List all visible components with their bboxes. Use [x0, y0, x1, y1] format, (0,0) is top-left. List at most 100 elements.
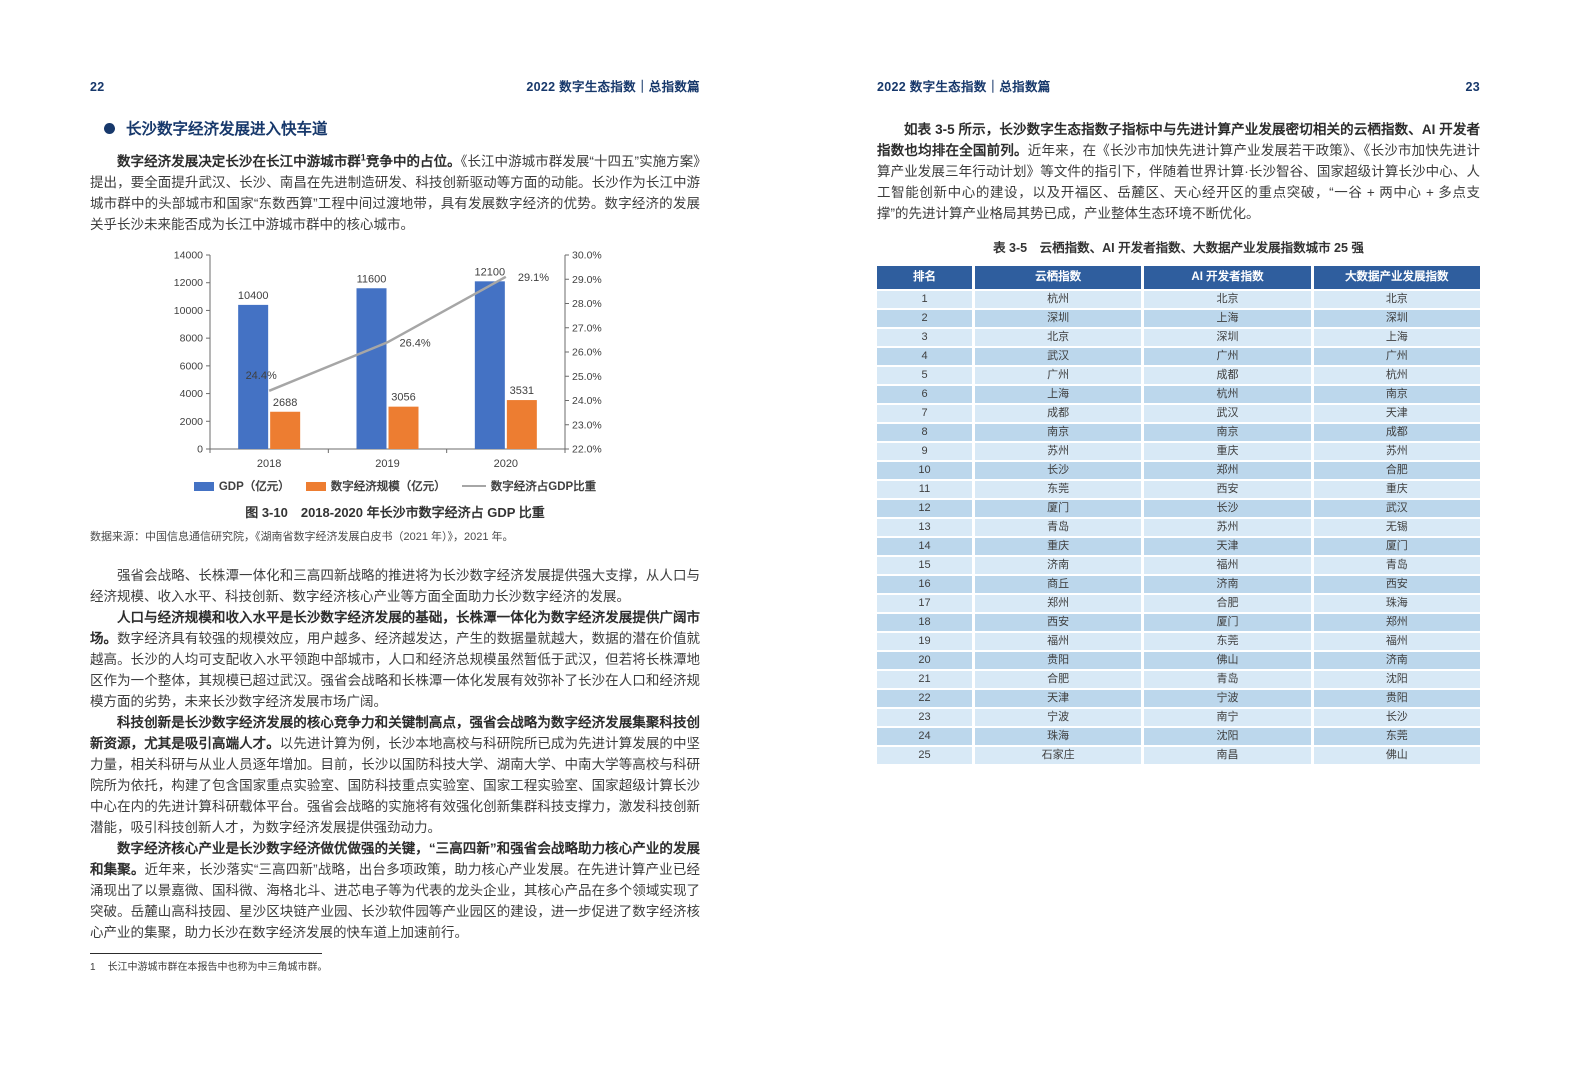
table-cell: 4 — [877, 347, 972, 365]
paragraph-table-intro: 如表 3-5 所示，长沙数字生态指数子指标中与先进计算产业发展密切相关的云栖指数… — [877, 119, 1480, 224]
table-cell: 郑州 — [975, 594, 1142, 612]
table-cell: 长沙 — [1313, 708, 1480, 726]
table-cell: 武汉 — [1313, 499, 1480, 517]
figure-source: 数据来源：中国信息通信研究院，《湖南省数字经济发展白皮书（2021 年）》，20… — [90, 531, 514, 543]
table-cell: 宁波 — [975, 708, 1142, 726]
table-cell: 厦门 — [975, 499, 1142, 517]
paragraph-3-lead: 人口与经济规模和收入水平是长沙数字经济发展的基础，长株潭一体化为数字经济发展提供… — [90, 610, 700, 646]
table-cell: 苏州 — [1144, 518, 1311, 536]
table-cell: 上海 — [1144, 309, 1311, 327]
figure-caption: 图 3-10 2018-2020 年长沙市数字经济占 GDP 比重 — [245, 505, 545, 520]
table-cell: 北京 — [975, 328, 1142, 346]
bar-gdp — [238, 304, 269, 449]
gdp-combo-chart: 0 2000 4000 6000 8000 10000 12000 14000 22.0% 23.… — [90, 245, 700, 473]
paragraph-1-lead-2: 竞争中的占位。 — [365, 154, 461, 169]
table-cell: 22 — [877, 689, 972, 707]
table-cell: 合肥 — [1144, 594, 1311, 612]
chart-legend: GDP（亿元） 数字经济规模（亿元） 数字经济占GDP比重 — [90, 478, 700, 494]
table-cell: 16 — [877, 575, 972, 593]
table-cell: 佛山 — [1144, 651, 1311, 669]
paragraph-1-body: 《长江中游城市群发展“十四五”实施方案》提出，要全面提升武汉、长沙、南昌在先进制… — [90, 154, 701, 232]
table-cell: 成都 — [1144, 366, 1311, 384]
table-cell: 东莞 — [1313, 727, 1480, 745]
table-cell: 苏州 — [975, 442, 1142, 460]
table-cell: 重庆 — [1313, 480, 1480, 498]
right-axis-label: 23.0% — [572, 419, 602, 431]
running-head: 2022 数字生态指数｜总指数篇 — [526, 80, 700, 94]
right-axis-label: 30.0% — [572, 250, 602, 262]
table-cell: 杭州 — [1313, 366, 1480, 384]
legend-label: 数字经济规模（亿元） — [330, 481, 446, 493]
running-head: 2022 数字生态指数｜总指数篇 — [877, 80, 1051, 94]
table-cell: 济南 — [1144, 575, 1311, 593]
table-cell: 广州 — [1313, 347, 1480, 365]
table-cell: 贵阳 — [975, 651, 1142, 669]
table-cell: 北京 — [1144, 290, 1311, 308]
right-axis-label: 24.0% — [572, 395, 602, 407]
table-cell: 珠海 — [1313, 594, 1480, 612]
share-line — [268, 275, 507, 392]
table-cell: 2 — [877, 309, 972, 327]
page-right: 2022 数字生态指数｜总指数篇 23 如表 3-5 所示，长沙数字生态指数子指… — [793, 0, 1587, 1077]
bar-gdp — [356, 288, 387, 449]
bar-value-label: 3056 — [391, 392, 415, 404]
paragraph-table-intro-lead: 如表 3-5 所示，长沙数字生态指数子指标中与先进计算产业发展密切相关的云栖指数… — [877, 122, 1480, 158]
table-cell: 1 — [877, 290, 972, 308]
table-cell: 杭州 — [975, 290, 1142, 308]
page-number: 23 — [1465, 80, 1480, 94]
table-cell: 郑州 — [1313, 613, 1480, 631]
left-axis-label: 10000 — [174, 305, 203, 317]
table-cell: 深圳 — [1313, 309, 1480, 327]
legend-line-swatch — [461, 484, 486, 488]
table-cell: 福州 — [1313, 632, 1480, 650]
legend-item: 数字经济规模（亿元） — [305, 478, 446, 494]
table-cell: 11 — [877, 480, 972, 498]
table-cell: 成都 — [1313, 423, 1480, 441]
footnote-marker: 1 — [90, 962, 96, 973]
footnote-divider — [90, 953, 322, 954]
table-cell: 合肥 — [975, 670, 1142, 688]
table-cell: 西安 — [1313, 575, 1480, 593]
table-cell: 无锡 — [1313, 518, 1480, 536]
paragraph-5-lead: 数字经济核心产业是长沙数字经济做优做强的关键，“三高四新”和强省会战略助力核心产… — [90, 841, 700, 877]
table-header-cell: 大数据产业发展指数 — [1313, 266, 1480, 289]
table-cell: 3 — [877, 328, 972, 346]
legend-bar-swatch — [193, 481, 214, 491]
table-cell: 武汉 — [1144, 404, 1311, 422]
footnote-ref: 1 — [360, 152, 366, 163]
bar-digital-economy — [388, 406, 419, 449]
table-cell: 重庆 — [1144, 442, 1311, 460]
left-axis-label: 12000 — [174, 277, 203, 289]
table-cell: 成都 — [975, 404, 1142, 422]
right-axis-label: 26.0% — [572, 347, 602, 359]
bar-value-label: 3531 — [510, 385, 534, 397]
paragraph-table-intro-body: 近年来，在《长沙市加快先进计算产业发展若干政策》、《长沙市加快先进计算产业发展三… — [877, 143, 1480, 221]
paragraph-4-lead: 科技创新是长沙数字经济发展的核心竞争力和关键制高点，强省会战略为数字经济发展集聚… — [90, 715, 700, 751]
table-cell: 沈阳 — [1313, 670, 1480, 688]
table-cell: 佛山 — [1313, 746, 1480, 764]
figure-3-10: 0 2000 4000 6000 8000 10000 12000 14000 22.0% 23.… — [90, 245, 700, 544]
table-cell: 14 — [877, 537, 972, 555]
legend-label: GDP（亿元） — [218, 481, 290, 493]
table-cell: 广州 — [975, 366, 1142, 384]
table-cell: 19 — [877, 632, 972, 650]
footnote: 1 长江中游城市群在本报告中也称为中三角城市群。 — [90, 953, 700, 973]
table-cell: 济南 — [975, 556, 1142, 574]
table-cell: 7 — [877, 404, 972, 422]
body-text: 强省会战略、长株潭一体化和三高四新战略的推进将为长沙数字经济发展提供强大支撑，从… — [90, 565, 700, 943]
table-caption: 表 3-5 云栖指数、AI 开发者指数、大数据产业发展指数城市 25 强 — [993, 241, 1364, 255]
table-cell: 10 — [877, 461, 972, 479]
table-cell: 上海 — [1313, 328, 1480, 346]
table-cell: 南宁 — [1144, 708, 1311, 726]
page-left: 22 2022 数字生态指数｜总指数篇 长沙数字经济发展进入快车道 数字经济发展… — [0, 0, 793, 1077]
table-cell: 重庆 — [975, 537, 1142, 555]
paragraph-1-lead: 数字经济发展决定长沙在长江中游城市群 — [117, 154, 361, 169]
table-cell: 杭州 — [1144, 385, 1311, 403]
bar-gdp — [474, 281, 505, 449]
table-cell: 厦门 — [1313, 537, 1480, 555]
left-axis-label: 2000 — [180, 416, 204, 428]
table-cell: 苏州 — [1313, 442, 1480, 460]
table-header-cell: 云栖指数 — [975, 266, 1142, 289]
table-cell: 17 — [877, 594, 972, 612]
paragraph-4: 科技创新是长沙数字经济发展的核心竞争力和关键制高点，强省会战略为数字经济发展集聚… — [90, 712, 700, 838]
